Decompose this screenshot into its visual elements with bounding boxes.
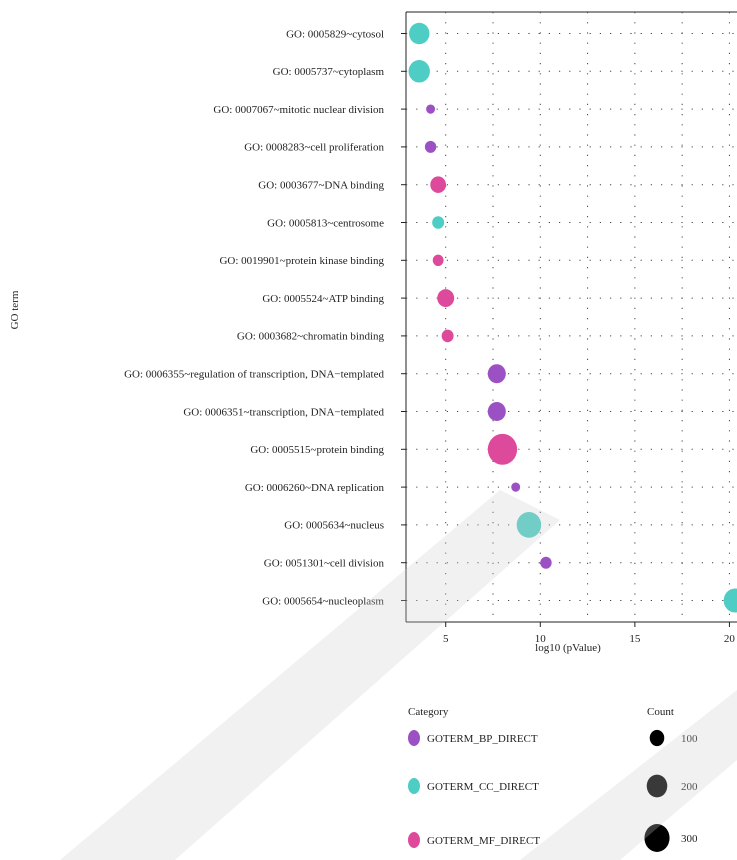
data-point	[487, 433, 518, 465]
data-point	[540, 556, 552, 569]
data-point	[424, 140, 437, 153]
y-tick-label: GO: 0005737~cytoplasm	[273, 66, 385, 78]
legend-count-label: 200	[681, 781, 698, 793]
x-tick-label: 15	[629, 633, 641, 645]
y-tick-label: GO: 0006355~regulation of transcription,…	[124, 369, 384, 381]
data-point	[441, 329, 454, 343]
data-point	[511, 482, 521, 492]
data-point	[723, 588, 737, 613]
y-tick-label: GO: 0005829~cytosol	[286, 28, 384, 40]
y-axis-title: GO term	[9, 290, 21, 329]
data-point	[432, 216, 445, 229]
legend-size-dot	[644, 824, 670, 852]
plot-area: GO: 0005829~cytosol GO: 0005737~cytoplasm…	[124, 11, 737, 645]
legend-count-label: 300	[681, 833, 698, 845]
y-tick-label: GO: 0003677~DNA binding	[258, 180, 384, 192]
data-point	[516, 512, 542, 538]
data-point	[426, 104, 436, 114]
data-point	[487, 364, 506, 384]
x-axis-title: log10 (pValue)	[535, 642, 601, 654]
legend-category-label: GOTERM_BP_DIRECT	[427, 733, 538, 745]
y-tick-label: GO: 0005524~ATP binding	[262, 293, 384, 305]
data-point	[437, 289, 455, 308]
y-tick-label: GO: 0019901~protein kinase binding	[219, 255, 384, 267]
y-tick-label: GO: 0006260~DNA replication	[245, 482, 385, 494]
legend-size-dot	[646, 774, 668, 798]
legend-swatch	[408, 778, 420, 794]
x-tick-label: 5	[443, 633, 449, 645]
legend-count-label: 100	[681, 733, 698, 745]
y-tick-label: GO: 0051301~cell division	[264, 558, 385, 570]
legend-category-label: GOTERM_CC_DIRECT	[427, 781, 539, 793]
y-tick-label: GO: 0006351~transcription, DNA−templated	[183, 406, 384, 418]
data-point	[432, 254, 444, 267]
y-tick-label: GO: 0008283~cell proliferation	[244, 142, 384, 154]
x-tick-label: 10	[535, 633, 547, 645]
legend-swatch	[408, 832, 420, 848]
legend-size-dot	[649, 729, 665, 747]
y-tick-label: GO: 0005813~centrosome	[267, 217, 384, 229]
y-tick-label: GO: 0005654~nucleoplasm	[262, 595, 384, 607]
x-tick-label: 20	[724, 633, 736, 645]
legend-category-title: Category	[408, 706, 449, 718]
y-tick-label: GO: 0005634~nucleus	[284, 520, 384, 532]
data-point	[408, 60, 430, 83]
y-tick-label: GO: 0005515~protein binding	[250, 444, 384, 456]
data-point	[430, 176, 447, 193]
data-point	[409, 22, 430, 45]
legend-swatch	[408, 730, 420, 746]
y-tick-label: GO: 0003682~chromatin binding	[237, 331, 385, 343]
data-point	[487, 401, 506, 422]
legend-count-title: Count	[647, 706, 674, 718]
legend: GOTERM_BP_DIRECT GOTERM_CC_DIRECT GOTERM_M…	[408, 729, 698, 852]
y-tick-label: GO: 0007067~mitotic nuclear division	[213, 104, 384, 116]
legend-category-label: GOTERM_MF_DIRECT	[427, 835, 540, 847]
